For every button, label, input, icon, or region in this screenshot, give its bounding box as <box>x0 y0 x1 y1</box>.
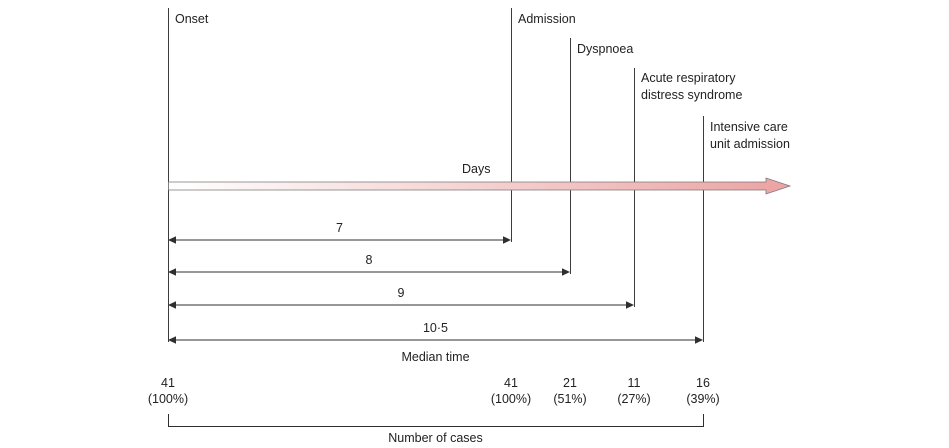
cases-count: 41 <box>504 376 518 390</box>
median-arrow-admission <box>168 236 511 244</box>
arrowhead-left-icon <box>168 301 176 309</box>
event-label-icu: Intensive care unit admission <box>710 120 790 151</box>
event-label-admission: Admission <box>518 12 576 26</box>
median-value-icu: 10·5 <box>422 321 449 335</box>
median-value-dyspnoea: 8 <box>365 253 373 267</box>
number-of-cases-caption: Number of cases <box>388 431 483 445</box>
cases-col-onset: 41 (100%) <box>133 375 203 408</box>
cases-count: 21 <box>563 376 577 390</box>
arrowhead-right-icon <box>695 336 703 344</box>
cases-bracket <box>168 414 704 427</box>
arrowhead-right-icon <box>503 236 511 244</box>
event-line-admission <box>511 8 512 242</box>
days-axis-label: Days <box>462 162 491 176</box>
arrowhead-left-icon <box>168 236 176 244</box>
event-line-onset <box>168 8 169 342</box>
days-arrow-shape <box>168 177 792 195</box>
cases-percent: (27%) <box>617 392 651 407</box>
cases-col-ards: 11 (27%) <box>599 375 669 408</box>
median-time-caption: Median time <box>401 350 470 364</box>
cases-count: 16 <box>696 376 710 390</box>
bracket-line <box>168 414 704 427</box>
cases-percent: (100%) <box>147 392 189 407</box>
event-line-dyspnoea <box>570 38 571 274</box>
days-axis-arrow <box>168 177 792 195</box>
event-label-dyspnoea: Dyspnoea <box>577 42 634 56</box>
cases-count: 11 <box>627 376 641 390</box>
cases-col-admission: 41 (100%) <box>476 375 546 408</box>
cases-percent: (51%) <box>553 392 587 407</box>
event-line-icu <box>703 116 704 342</box>
cases-percent: (100%) <box>490 392 532 407</box>
cases-percent: (39%) <box>686 392 720 407</box>
cases-count: 41 <box>161 376 175 390</box>
event-label-ards: Acute respiratory distress syndrome <box>641 71 743 102</box>
cases-col-icu: 16 (39%) <box>668 375 738 408</box>
arrowhead-left-icon <box>168 336 176 344</box>
cases-col-dyspnoea: 21 (51%) <box>535 375 605 408</box>
median-value-admission: 7 <box>336 221 343 235</box>
median-arrow-icu <box>168 336 703 344</box>
median-arrow-dyspnoea <box>168 268 570 276</box>
median-value-ards: 9 <box>397 286 405 300</box>
median-arrow-ards <box>168 301 634 309</box>
arrowhead-right-icon <box>626 301 634 309</box>
event-label-onset: Onset <box>175 12 209 26</box>
arrowhead-right-icon <box>562 268 570 276</box>
arrowhead-left-icon <box>168 268 176 276</box>
